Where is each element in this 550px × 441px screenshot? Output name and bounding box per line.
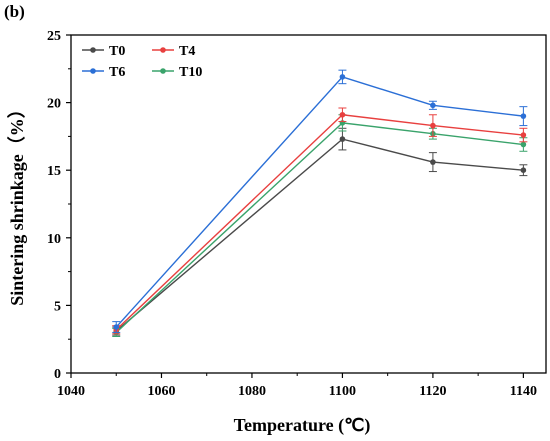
y-tick-label-0: 0 xyxy=(54,367,61,382)
legend-item-t10: T10 xyxy=(152,65,202,80)
data-point-t0 xyxy=(430,159,436,165)
x-tick-label-1080: 1080 xyxy=(238,384,266,399)
data-point-t6 xyxy=(339,74,346,80)
legend-label-t10: T10 xyxy=(179,65,202,80)
data-point-t4 xyxy=(430,122,436,129)
data-point-t6 xyxy=(430,102,436,109)
series-line-t6 xyxy=(115,76,524,328)
series-t10 xyxy=(112,114,528,337)
legend-item-t6: T6 xyxy=(82,65,125,80)
legend-label-t6: T6 xyxy=(109,65,125,80)
data-point-t0 xyxy=(339,136,346,142)
data-point-t4 xyxy=(339,111,346,118)
data-point-t6 xyxy=(520,113,527,119)
x-axis-label: Temperature (℃) xyxy=(234,415,371,436)
y-tick-label-10: 10 xyxy=(47,232,61,247)
legend-item-t4: T4 xyxy=(152,44,195,59)
x-tick-label-1120: 1120 xyxy=(419,384,446,399)
y-tick-label-5: 5 xyxy=(54,299,61,314)
y-tick-label-25: 25 xyxy=(47,29,61,44)
x-tick-label-1040: 1040 xyxy=(57,384,85,399)
legend-marker-t4 xyxy=(160,47,166,53)
x-tick-label-1140: 1140 xyxy=(510,384,537,399)
plot-frame xyxy=(70,34,547,374)
legend: T0 T4 T6 T10 xyxy=(82,44,202,80)
data-point-t0 xyxy=(520,167,527,173)
legend-marker-t10 xyxy=(160,68,166,74)
data-point-t6 xyxy=(113,324,120,330)
axis-ticks: 1040 1060 1080 1100 1120 1140 0 5 10 15 20 25 xyxy=(47,29,537,399)
x-tick-label-1060: 1060 xyxy=(147,384,175,399)
series-line-t10 xyxy=(115,122,524,333)
data-point-t10 xyxy=(520,141,527,148)
legend-label-t0: T0 xyxy=(109,44,125,59)
panel-label: (b) xyxy=(4,2,25,21)
x-tick-label-1100: 1100 xyxy=(329,384,356,399)
y-tick-label-15: 15 xyxy=(47,164,61,179)
data-point-t4 xyxy=(520,132,527,138)
series-t6 xyxy=(112,69,528,333)
series-t0 xyxy=(112,127,528,336)
series-line-t0 xyxy=(115,138,524,332)
legend-marker-t6 xyxy=(90,68,96,74)
series-t4 xyxy=(112,107,528,335)
y-axis-label: Sintering shrinkage（%） xyxy=(7,100,27,306)
legend-label-t4: T4 xyxy=(179,44,195,59)
series-layer xyxy=(112,69,528,337)
y-tick-label-20: 20 xyxy=(47,97,61,112)
legend-item-t0: T0 xyxy=(82,44,125,59)
series-line-t4 xyxy=(115,114,524,331)
plot-axes xyxy=(70,34,547,374)
legend-marker-t0 xyxy=(90,47,96,53)
